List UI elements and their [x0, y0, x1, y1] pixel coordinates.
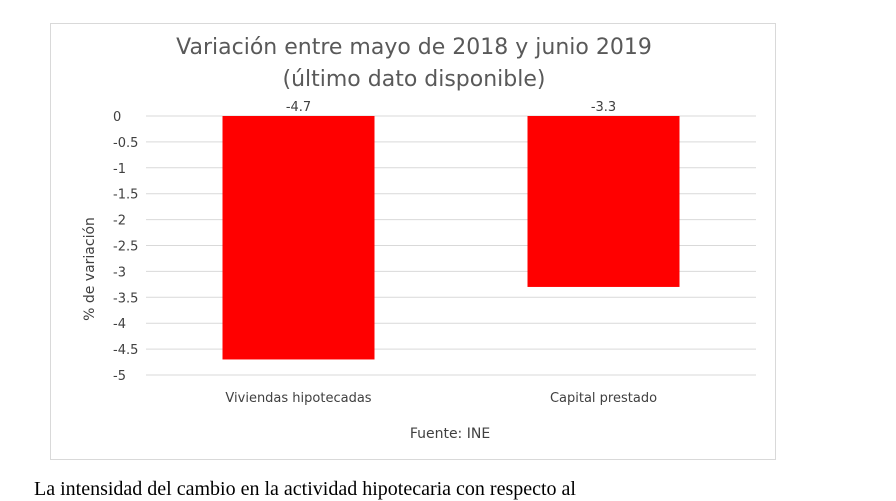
y-tick-label: -2 [113, 214, 126, 229]
y-tick-label: -5 [113, 369, 126, 384]
bar [222, 116, 375, 360]
x-axis-title-source: Fuente: INE [410, 426, 490, 442]
x-category-label: Capital prestado [550, 391, 657, 406]
chart-frame: 0 -0.5 -1 -1.5 -2 -2.5 -3 -3.5 -4 -4.5 -5 -4.7 -3.3… [50, 23, 776, 460]
y-tick-label: 0 [113, 110, 121, 125]
bar-data-label: -3.3 [591, 100, 616, 115]
bar-chart: 0 -0.5 -1 -1.5 -2 -2.5 -3 -3.5 -4 -4.5 -5 -4.7 -3.3… [82, 35, 756, 442]
chart-title-line-1: Variación entre mayo de 2018 y junio 201… [176, 35, 652, 60]
y-tick-label: -3 [113, 265, 126, 280]
y-tick-label: -4.5 [113, 343, 138, 358]
chart-title-line-2: (último dato disponible) [282, 67, 545, 92]
y-tick-label: -2.5 [113, 240, 138, 255]
bar-data-label: -4.7 [286, 100, 311, 115]
bar [527, 116, 680, 287]
body-paragraph: La intensidad del cambio en la actividad… [34, 478, 576, 500]
y-tick-label: -0.5 [113, 136, 138, 151]
y-tick-label: -4 [113, 317, 126, 332]
y-axis-title: % de variación [82, 217, 98, 321]
y-tick-label: -1 [113, 162, 126, 177]
y-tick-label: -1.5 [113, 188, 138, 203]
x-category-label: Viviendas hipotecadas [225, 391, 371, 406]
y-tick-label: -3.5 [113, 291, 138, 306]
